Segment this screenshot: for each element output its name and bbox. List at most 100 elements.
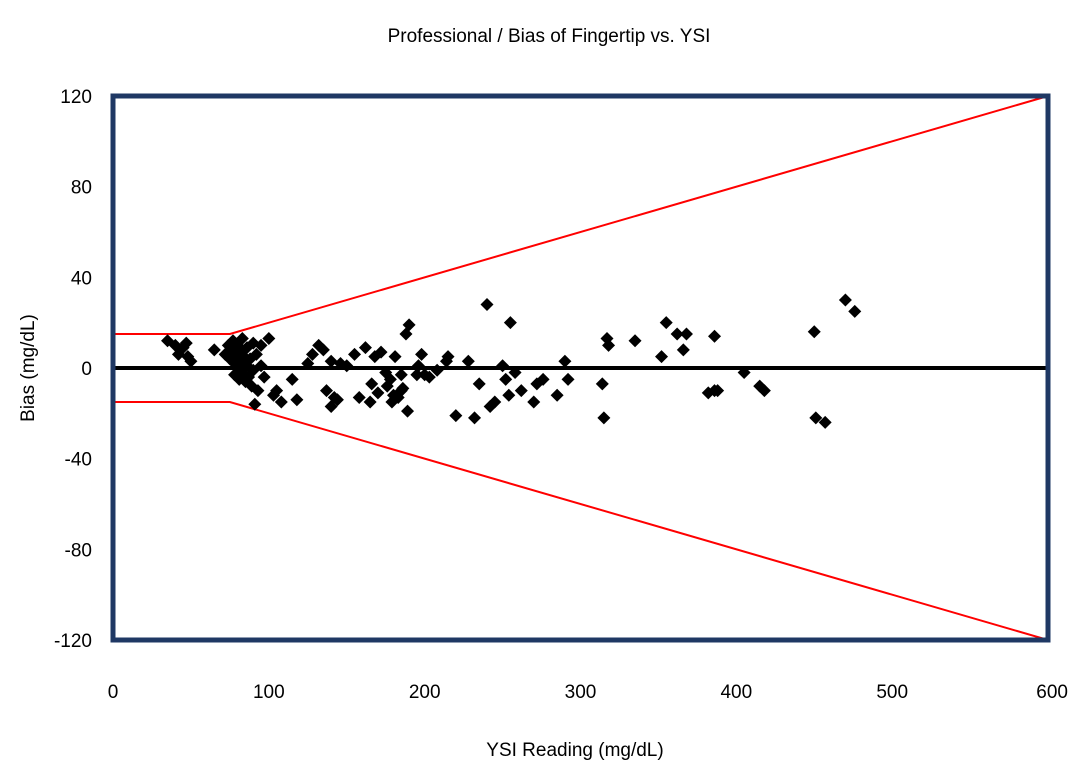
x-tick-label: 200 [409, 682, 441, 703]
y-axis-ticks: 120 80 40 0 -40 -80 -120 [54, 87, 92, 652]
data-point-83 [441, 350, 455, 364]
y-tick-label: 120 [60, 87, 92, 108]
data-point-47 [316, 343, 330, 357]
x-axis-title: YSI Reading (mg/dL) [486, 740, 663, 761]
data-point-94 [503, 316, 517, 330]
data-point-86 [468, 411, 482, 425]
data-point-99 [536, 372, 550, 386]
data-point-62 [374, 345, 388, 359]
data-point-84 [449, 409, 463, 423]
data-point-35 [254, 359, 268, 373]
data-point-38 [262, 332, 276, 346]
y-tick-label: 0 [81, 359, 92, 380]
y-axis-title: Bias (mg/dL) [18, 314, 39, 422]
data-point-36 [254, 338, 268, 352]
data-point-88 [480, 298, 494, 312]
data-point-4 [179, 336, 193, 350]
data-point-6 [184, 354, 198, 368]
data-point-122 [818, 415, 832, 429]
data-point-93 [502, 388, 516, 402]
plot-area [113, 95, 1049, 641]
data-point-42 [285, 372, 299, 386]
data-point-95 [508, 366, 522, 380]
data-point-121 [809, 411, 823, 425]
data-point-103 [595, 377, 609, 391]
data-point-100 [550, 388, 564, 402]
x-tick-label: 300 [565, 682, 597, 703]
data-point-77 [411, 359, 425, 373]
data-point-21 [235, 332, 249, 346]
data-point-48 [319, 384, 333, 398]
y-tick-label: 80 [71, 178, 92, 199]
data-point-116 [711, 384, 725, 398]
data-point-37 [257, 370, 271, 384]
data-point-115 [708, 329, 722, 343]
data-point-102 [561, 372, 575, 386]
data-point-106 [602, 338, 616, 352]
data-point-109 [659, 316, 673, 330]
data-point-74 [401, 404, 415, 418]
data-point-75 [402, 318, 416, 332]
data-point-54 [340, 359, 354, 373]
data-point-124 [848, 304, 862, 318]
x-tick-label: 400 [720, 682, 752, 703]
upper-limit-line [113, 95, 1049, 335]
data-point-119 [757, 384, 771, 398]
data-point-34 [251, 384, 265, 398]
data-point-43 [290, 393, 304, 407]
data-point-108 [655, 350, 669, 364]
data-point-40 [270, 384, 284, 398]
x-tick-label: 100 [253, 682, 285, 703]
data-point-58 [363, 395, 377, 409]
data-point-104 [597, 411, 611, 425]
data-point-111 [676, 343, 690, 357]
y-tick-label: 40 [71, 268, 92, 289]
data-point-107 [628, 334, 642, 348]
data-point-44 [301, 356, 315, 370]
data-point-45 [305, 347, 319, 361]
data-point-32 [248, 397, 262, 411]
data-point-57 [358, 341, 372, 355]
data-point-112 [679, 327, 693, 341]
data-point-80 [422, 370, 436, 384]
data-point-55 [348, 347, 362, 361]
plot-border [110, 93, 1051, 643]
data-point-101 [558, 354, 572, 368]
data-point-87 [472, 377, 486, 391]
data-point-91 [496, 359, 510, 373]
data-point-120 [807, 325, 821, 339]
data-point-97 [527, 395, 541, 409]
data-point-65 [383, 372, 397, 386]
data-point-33 [249, 347, 263, 361]
x-tick-label: 500 [876, 682, 908, 703]
data-point-81 [430, 363, 444, 377]
data-point-92 [499, 372, 513, 386]
x-axis-ticks: 0 100 200 300 400 500 600 [108, 682, 1068, 703]
data-point-117 [737, 366, 751, 380]
data-point-41 [274, 395, 288, 409]
y-tick-label: -80 [65, 540, 92, 561]
data-point-50 [324, 354, 338, 368]
data-point-7 [207, 343, 221, 357]
data-point-90 [488, 395, 502, 409]
data-point-29 [245, 379, 259, 393]
data-point-56 [352, 390, 366, 404]
data-point-61 [371, 386, 385, 400]
x-tick-label: 600 [1036, 682, 1068, 703]
y-tick-label: -40 [65, 450, 92, 471]
data-point-59 [365, 377, 379, 391]
data-point-52 [330, 393, 344, 407]
y-tick-label: -120 [54, 631, 92, 652]
data-point-123 [838, 293, 852, 307]
chart-title: Professional / Bias of Fingertip vs. YSI [388, 26, 711, 47]
data-point-70 [394, 368, 408, 382]
data-point-96 [514, 384, 528, 398]
data-point-68 [388, 350, 402, 364]
data-point-78 [415, 347, 429, 361]
data-point-72 [396, 381, 410, 395]
data-point-76 [410, 368, 424, 382]
data-point-110 [670, 327, 684, 341]
x-tick-label: 0 [108, 682, 119, 703]
